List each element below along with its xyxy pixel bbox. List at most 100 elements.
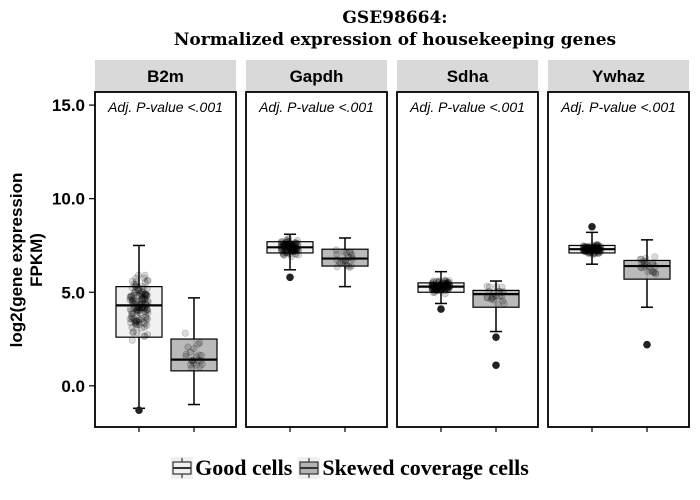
box-good-cells — [417, 270, 465, 313]
data-point — [637, 263, 645, 271]
data-point — [278, 242, 286, 250]
data-point — [493, 283, 501, 291]
data-point — [589, 243, 597, 251]
data-point — [579, 246, 587, 254]
data-point — [294, 241, 302, 249]
data-point — [435, 282, 443, 290]
data-point — [132, 286, 140, 294]
data-point — [580, 247, 588, 255]
data-point — [127, 307, 135, 315]
data-point — [143, 301, 151, 309]
data-point — [428, 286, 436, 294]
data-point — [444, 285, 452, 293]
data-point — [286, 244, 294, 252]
data-point — [292, 250, 300, 258]
data-point — [485, 288, 493, 296]
data-point — [279, 239, 287, 247]
data-point — [489, 293, 497, 301]
data-point — [591, 244, 599, 252]
data-point — [134, 316, 142, 324]
data-point — [490, 290, 498, 298]
data-point — [584, 243, 592, 251]
data-point — [134, 291, 142, 299]
data-point — [283, 237, 291, 245]
data-point — [283, 244, 291, 252]
data-point — [287, 240, 295, 248]
data-point — [585, 248, 593, 256]
data-point — [444, 283, 452, 291]
data-point — [429, 278, 437, 286]
data-point — [278, 239, 286, 247]
y-axis: 0.0 5.0 10.0 15.0 — [52, 96, 95, 396]
data-point — [582, 244, 590, 252]
p-value-annotation: Adj. P-value <.001 — [258, 99, 374, 115]
data-point — [128, 293, 136, 301]
facet-strip-label: Sdha — [447, 67, 489, 86]
outlier-point — [492, 333, 500, 341]
data-point — [284, 247, 292, 255]
facet-panel-ywhaz: Ywhaz Adj. P-value <.001 — [547, 60, 690, 432]
data-point — [130, 291, 138, 299]
data-point — [139, 287, 147, 295]
data-point — [277, 245, 285, 253]
data-point — [581, 244, 589, 252]
data-point — [590, 249, 598, 257]
data-point — [349, 255, 357, 263]
data-point — [333, 251, 341, 259]
data-point — [341, 257, 349, 265]
data-point — [596, 248, 604, 256]
data-point — [285, 246, 293, 254]
data-point — [583, 246, 591, 254]
data-point — [135, 314, 143, 322]
p-value-annotation: Adj. P-value <.001 — [560, 99, 676, 115]
legend-item-good-cells: Good cells — [171, 455, 292, 481]
data-point — [277, 242, 285, 250]
data-point — [435, 283, 443, 291]
data-point — [141, 332, 149, 340]
data-point — [581, 242, 589, 250]
data-point — [436, 286, 444, 294]
data-point — [187, 357, 195, 365]
data-point — [431, 289, 439, 297]
data-point — [639, 257, 647, 265]
legend: Good cells Skewed coverage cells — [0, 455, 700, 481]
data-point — [431, 285, 439, 293]
data-point — [590, 249, 598, 257]
data-point — [144, 315, 152, 323]
data-point — [340, 248, 348, 256]
data-point — [591, 245, 599, 253]
y-axis-label-line2: FPKM) — [27, 233, 46, 287]
data-point — [283, 247, 291, 255]
data-point — [436, 282, 444, 290]
data-point — [288, 242, 296, 250]
data-point — [134, 304, 142, 312]
data-point — [133, 308, 141, 316]
data-point — [291, 241, 299, 249]
data-point — [289, 246, 297, 254]
data-point — [133, 329, 141, 337]
data-point — [142, 299, 150, 307]
data-point — [285, 240, 293, 248]
data-point — [128, 312, 136, 320]
data-point — [291, 250, 299, 258]
data-point — [437, 285, 445, 293]
data-point — [588, 247, 596, 255]
data-point — [140, 323, 148, 331]
data-point — [597, 244, 605, 252]
data-point — [142, 314, 150, 322]
data-point — [596, 244, 604, 252]
data-point — [134, 307, 142, 315]
data-point — [279, 251, 287, 259]
data-point — [641, 260, 649, 268]
outlier-point — [437, 305, 445, 313]
data-point — [337, 259, 345, 267]
data-point — [141, 294, 149, 302]
data-point — [591, 245, 599, 253]
data-point — [127, 319, 135, 327]
data-point — [594, 245, 602, 253]
data-point — [593, 241, 601, 249]
data-point — [295, 251, 303, 259]
data-point — [133, 318, 141, 326]
outlier-point — [135, 406, 143, 414]
data-point — [132, 298, 140, 306]
